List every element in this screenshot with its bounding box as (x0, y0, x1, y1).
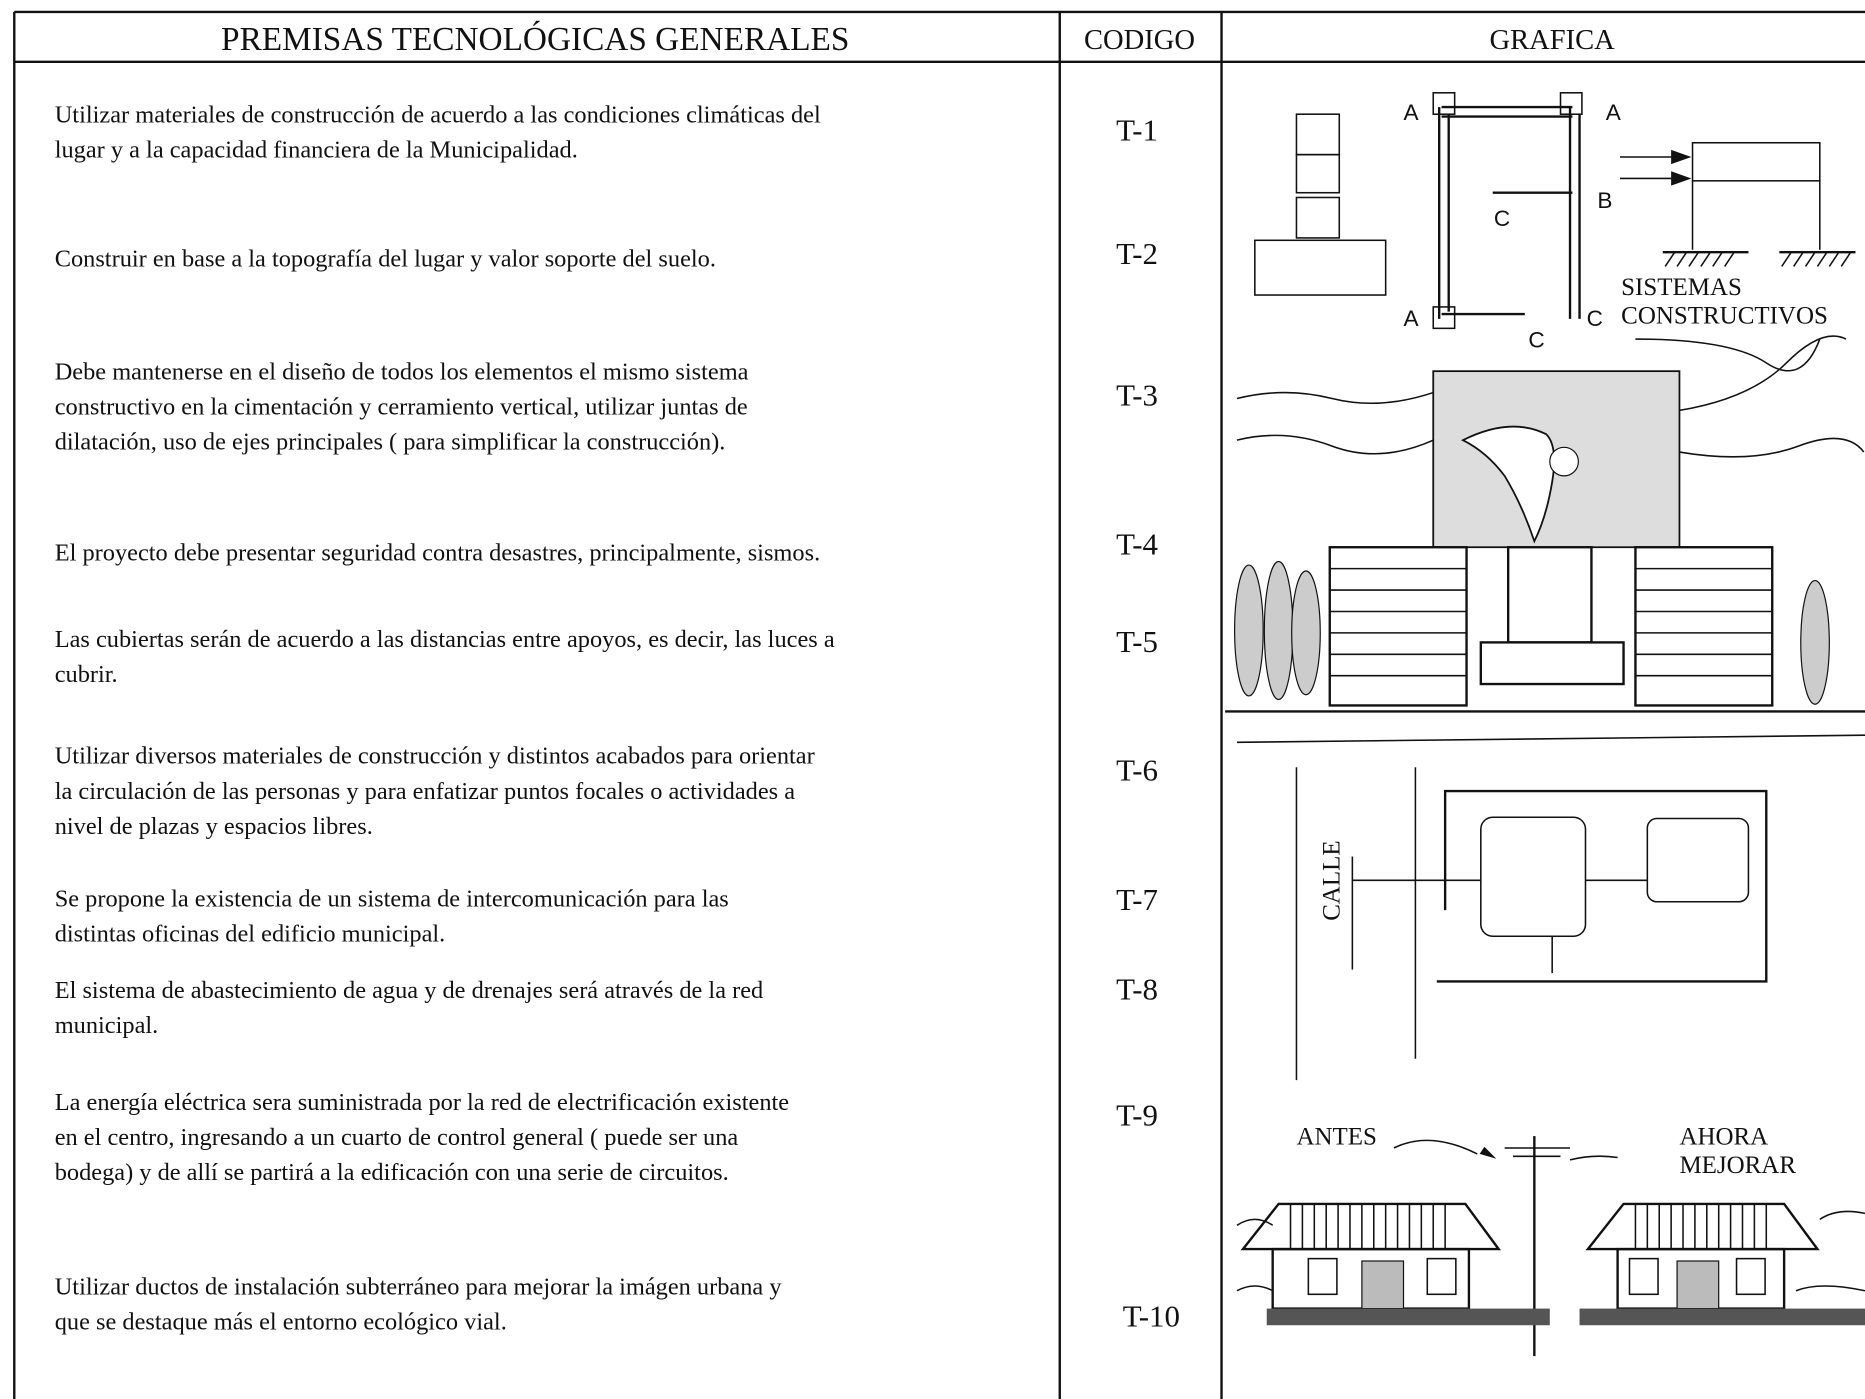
row-code: T-3 (1116, 378, 1158, 413)
graphic-label: SISTEMAS (1621, 274, 1742, 301)
table-frame (13, 10, 1865, 1399)
row-text: Debe mantenerse en el diseño de todos lo… (55, 358, 749, 385)
graphic-label: ANTES (1296, 1123, 1376, 1150)
header-code: CODIGO (1084, 25, 1195, 56)
graphic-label: B (1597, 188, 1612, 213)
row-text: bodega) y de allí se partirá a la edific… (55, 1159, 729, 1186)
row-code: T-5 (1116, 624, 1158, 659)
graphic-label: MEJORAR (1679, 1152, 1796, 1179)
graphic-label: C (1587, 306, 1603, 331)
row-text: la circulación de las personas y para en… (55, 778, 796, 805)
graphic-label: C (1528, 327, 1544, 352)
row-text: La energía eléctrica sera suministrada p… (55, 1089, 789, 1116)
row-text: Utilizar materiales de construcción de a… (55, 102, 821, 129)
drawing-plan (1295, 767, 1768, 1081)
header-title: PREMISAS TECNOLÓGICAS GENERALES (221, 20, 849, 58)
graphic-label: A (1606, 100, 1622, 125)
row-code: T-10 (1123, 1298, 1180, 1333)
row-text: lugar y a la capacidad financiera de la … (55, 137, 578, 164)
row-text: Utilizar diversos materiales de construc… (55, 743, 815, 770)
graphic-label: CONSTRUCTIVOS (1621, 303, 1828, 330)
row-text: constructivo en la cimentación y cerrami… (55, 394, 748, 421)
row-text: que se destaque más el entorno ecológico… (55, 1308, 507, 1335)
row-text: El sistema de abastecimiento de agua y d… (55, 977, 764, 1004)
row-text: dilatación, uso de ejes principales ( pa… (55, 429, 726, 456)
row-code: T-4 (1116, 526, 1158, 561)
row-code: T-8 (1116, 971, 1158, 1006)
drawing-houses (1236, 1136, 1865, 1357)
graphic-label: A (1404, 306, 1420, 331)
graphic-label: AHORA (1679, 1123, 1768, 1150)
row-text: en el centro, ingresando a un cuarto de … (55, 1124, 739, 1151)
row-text: cubrir. (55, 661, 118, 688)
row-text: nivel de plazas y espacios libres. (55, 813, 373, 840)
row-text: Se propone la existencia de un sistema d… (55, 885, 729, 912)
drawing-monument (1225, 335, 1865, 744)
row-text: Las cubiertas serán de acuerdo a las dis… (55, 626, 835, 653)
row-text: municipal. (55, 1012, 159, 1039)
graphic-label: CALLE (1318, 840, 1345, 920)
row-text: Construir en base a la topografía del lu… (55, 245, 716, 272)
drawing-structure (1254, 92, 1856, 330)
row-text: El proyecto debe presentar seguridad con… (55, 539, 820, 566)
row-text: Utilizar ductos de instalación subterrán… (55, 1273, 783, 1300)
graphic-label: A (1404, 100, 1420, 125)
row-code: T-7 (1116, 882, 1158, 917)
row-code: T-2 (1116, 236, 1158, 271)
row-text: distintas oficinas del edificio municipa… (55, 921, 446, 948)
row-code: T-1 (1116, 112, 1158, 147)
graphic-label: C (1494, 206, 1510, 231)
header-graphic: GRAFICA (1490, 25, 1616, 56)
row-code: T-9 (1116, 1097, 1158, 1132)
row-code: T-6 (1116, 752, 1158, 787)
